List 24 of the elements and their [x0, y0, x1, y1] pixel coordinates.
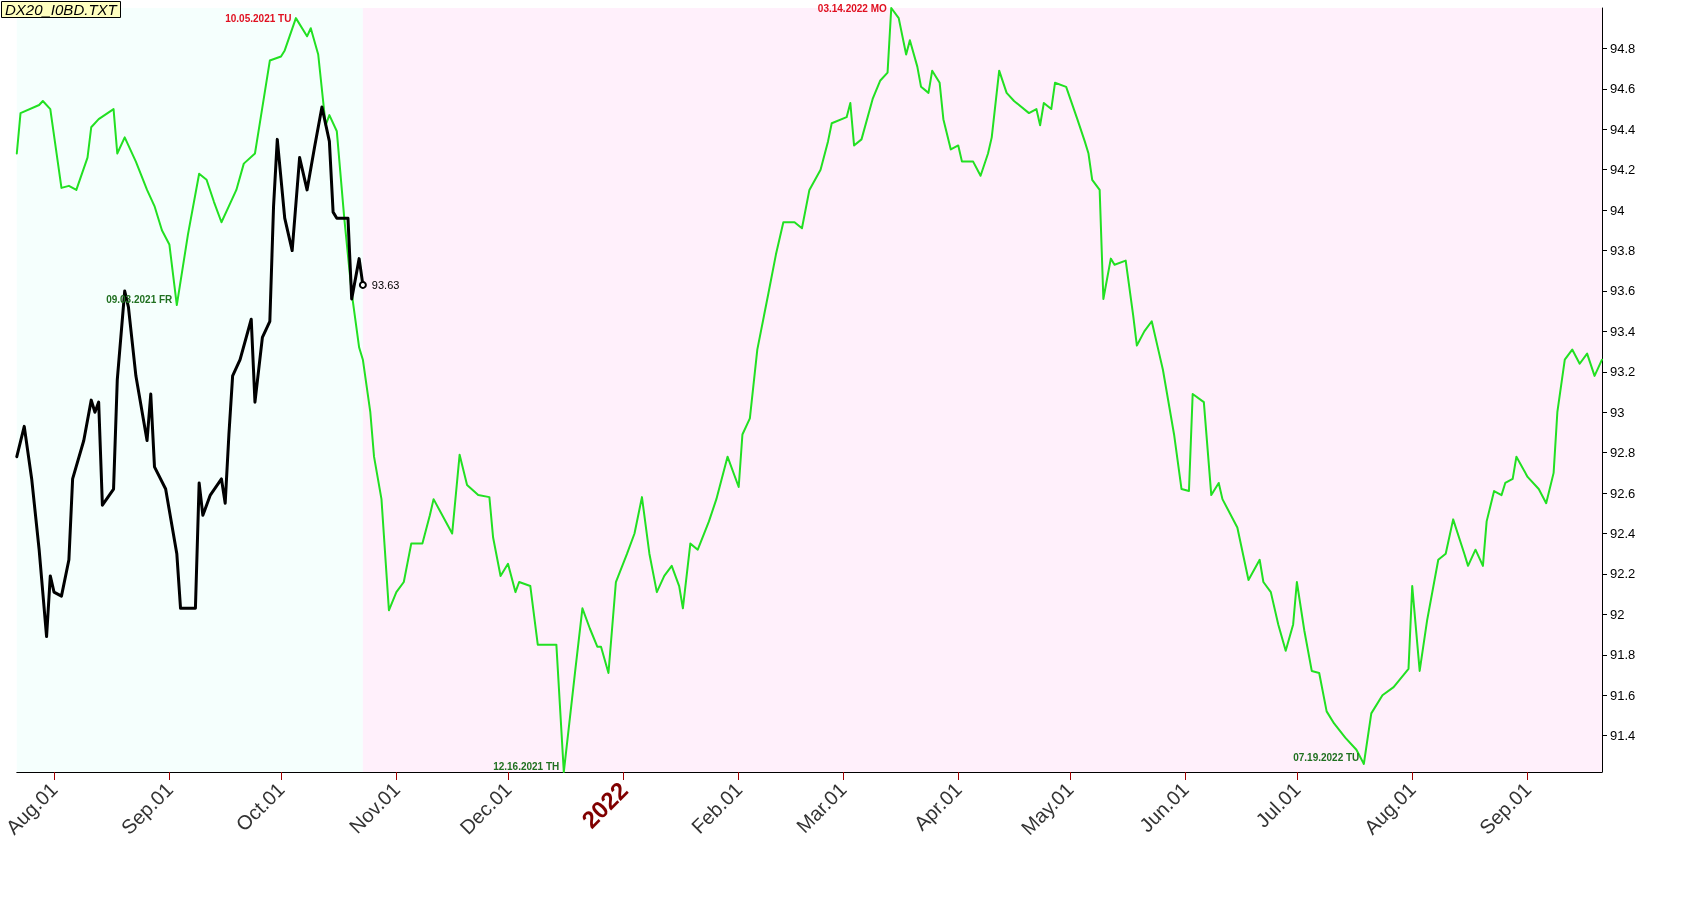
- annotation: 03.14.2022 MO: [817, 2, 887, 14]
- y-tick-label: 92.4: [1610, 526, 1636, 541]
- y-tick-label: 91.6: [1610, 687, 1636, 703]
- y-tick-label: 93: [1610, 404, 1625, 420]
- data-label: 93.63: [371, 278, 400, 291]
- y-tick-label: 94.4: [1610, 121, 1636, 137]
- y-tick-label: 91.8: [1610, 647, 1636, 663]
- y-tick-label: 94.8: [1610, 40, 1636, 56]
- annotation: 12.16.2021 TH: [493, 760, 560, 772]
- y-tick-label: 93.6: [1610, 283, 1636, 299]
- y-tick-label: 92.8: [1610, 445, 1636, 461]
- y-tick-label: 93.2: [1610, 364, 1636, 380]
- y-tick-label: 93.8: [1610, 243, 1636, 259]
- y-tick-label: 92: [1610, 606, 1625, 622]
- y-tick-label: 91.4: [1610, 728, 1636, 744]
- y-tick-label: 94.2: [1610, 162, 1636, 178]
- y-tick-label: 94.6: [1610, 81, 1636, 97]
- y-tick-label: 92.2: [1610, 566, 1636, 582]
- annotation: 10.05.2021 TU: [225, 12, 292, 24]
- y-tick-label: 92.6: [1610, 485, 1636, 501]
- chart-title: DX20_I0BD.TXT: [5, 1, 119, 18]
- y-tick-label: 93.4: [1610, 323, 1636, 339]
- y-tick-label: 94: [1610, 202, 1625, 218]
- annotation: 07.19.2022 TU: [1293, 752, 1360, 764]
